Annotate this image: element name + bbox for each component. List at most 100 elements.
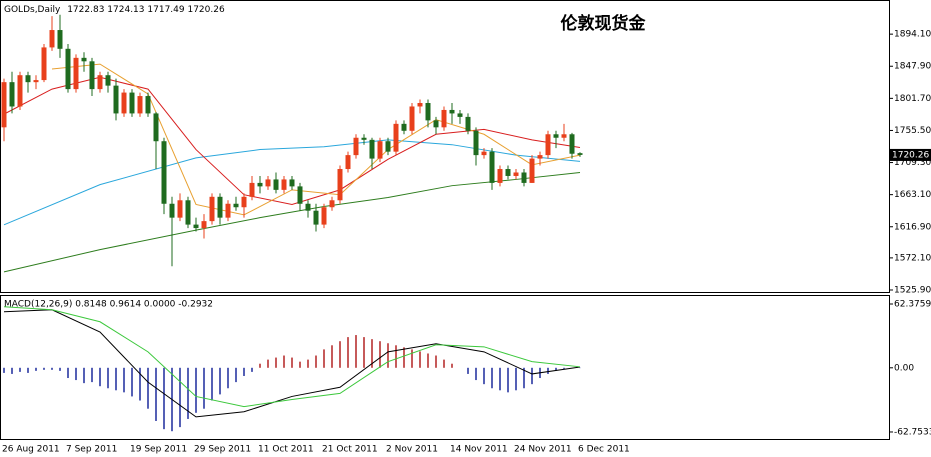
last-open: 1722.83 — [67, 5, 104, 15]
candle-body — [281, 179, 287, 190]
candle-body — [481, 151, 487, 156]
candle-body — [17, 75, 23, 107]
candle-body — [233, 203, 239, 208]
last-high: 1724.13 — [107, 5, 144, 15]
y-tick-label: 1525.90 — [894, 285, 931, 295]
x-tick-label: 6 Dec 2011 — [578, 445, 630, 455]
line-series — [3, 309, 581, 418]
candle-body — [577, 153, 583, 155]
y-tick-label: 1616.90 — [894, 222, 931, 232]
candle-body — [89, 61, 95, 90]
candle-body — [105, 75, 111, 86]
candle-body — [73, 57, 79, 90]
candle-body — [201, 221, 207, 229]
chart-title: 伦敦现货金 — [561, 13, 647, 34]
candle-body — [153, 113, 159, 142]
candle-body — [289, 179, 295, 187]
candle-body — [505, 169, 511, 176]
candle-body — [425, 103, 431, 121]
candle-body — [489, 151, 495, 183]
candle-body — [217, 196, 223, 218]
candle-body — [529, 158, 535, 183]
y-tick-label: 1894.10 — [894, 30, 931, 40]
y-tick-label: 1709.30 — [894, 158, 931, 168]
candle-body — [185, 200, 191, 225]
candle-body — [561, 134, 567, 138]
candle-body — [257, 182, 263, 187]
candle-body — [417, 103, 423, 107]
price-panel — [0, 0, 890, 293]
candle-body — [9, 82, 15, 107]
y-tick-label: -62.7533 — [894, 427, 931, 437]
x-tick-label: 26 Aug 2011 — [2, 445, 60, 455]
candle-body — [497, 169, 503, 183]
candle-body — [369, 139, 375, 159]
last-close: 1720.26 — [187, 5, 224, 15]
candle-body — [465, 116, 471, 131]
x-tick-label: 14 Nov 2011 — [450, 445, 508, 455]
candle-body — [137, 96, 143, 114]
candle-body — [1, 82, 7, 128]
y-tick-label: 1663.10 — [894, 190, 931, 200]
candle-body — [441, 109, 447, 128]
candle-body — [65, 48, 71, 90]
candle-body — [33, 80, 39, 83]
candle-body — [401, 123, 407, 131]
candle-body — [297, 186, 303, 204]
candle-body — [537, 155, 543, 159]
macd-label: MACD(12,26,9) 0.8148 0.9614 0.0000 -0.29… — [4, 300, 213, 310]
y-tick-label: 0.00 — [894, 363, 914, 373]
y-tick-label: 1572.10 — [894, 253, 931, 263]
y-tick-label: 62.3759 — [894, 300, 931, 310]
candle-body — [545, 134, 551, 156]
candle-body — [385, 141, 391, 152]
candle-body — [49, 30, 55, 48]
line-series — [51, 63, 581, 216]
x-tick-label: 21 Oct 2011 — [322, 445, 378, 455]
candle-body — [209, 196, 215, 222]
line-series — [3, 139, 581, 226]
symbol-info: GOLDs,Daily 1722.83 1724.13 1717.49 1720… — [4, 5, 225, 15]
candle-body — [521, 172, 527, 183]
candle-body — [145, 96, 151, 114]
y-tick-label: 1847.90 — [894, 62, 931, 72]
candle-body — [553, 134, 559, 138]
x-tick-label: 24 Nov 2011 — [514, 445, 572, 455]
candle-body — [161, 141, 167, 204]
candle-body — [241, 196, 247, 208]
candle-body — [57, 30, 63, 49]
y-tick-label: 1801.70 — [894, 94, 931, 104]
candle-body — [41, 47, 47, 81]
candle-body — [321, 207, 327, 225]
price-marker-label: 1720.26 — [892, 150, 929, 160]
x-tick-label: 11 Oct 2011 — [258, 445, 314, 455]
candle-body — [193, 224, 199, 229]
candle-body — [25, 75, 31, 83]
candle-body — [361, 137, 367, 140]
candle-body — [329, 200, 335, 208]
x-tick-label: 2 Nov 2011 — [386, 445, 438, 455]
candle-body — [177, 200, 183, 218]
candle-body — [169, 203, 175, 218]
candle-body — [273, 179, 279, 190]
candle-body — [265, 179, 271, 187]
candle-body — [409, 106, 415, 131]
x-tick-label: 19 Sep 2011 — [130, 445, 187, 455]
x-tick-label: 7 Sep 2011 — [66, 445, 117, 455]
y-tick-label: 1755.50 — [894, 126, 931, 136]
candle-body — [393, 123, 399, 152]
candle-body — [433, 120, 439, 128]
candle-body — [305, 203, 311, 211]
line-series — [3, 306, 581, 408]
candle-body — [457, 113, 463, 117]
candle-body — [513, 172, 519, 176]
symbol: GOLDs,Daily — [4, 5, 61, 15]
candle-body — [449, 109, 455, 114]
candle-body — [473, 130, 479, 156]
candle-body — [313, 210, 319, 225]
candle-body — [353, 137, 359, 156]
price-marker — [890, 148, 931, 161]
candle-body — [337, 169, 343, 201]
candle-body — [129, 92, 135, 114]
